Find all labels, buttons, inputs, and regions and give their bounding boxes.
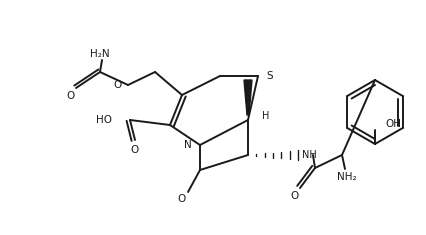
Text: O: O — [290, 191, 299, 201]
Text: O: O — [113, 80, 122, 90]
Text: O: O — [67, 91, 75, 101]
Text: S: S — [265, 71, 272, 81]
Text: H: H — [262, 111, 269, 121]
Text: O: O — [130, 145, 139, 155]
Text: HO: HO — [96, 115, 112, 125]
Polygon shape — [243, 80, 251, 115]
Text: O: O — [178, 194, 186, 204]
Text: NH₂: NH₂ — [337, 172, 356, 182]
Text: OH: OH — [384, 119, 400, 129]
Text: H₂N: H₂N — [90, 49, 109, 59]
Text: N: N — [184, 140, 192, 150]
Text: NH: NH — [301, 150, 316, 160]
